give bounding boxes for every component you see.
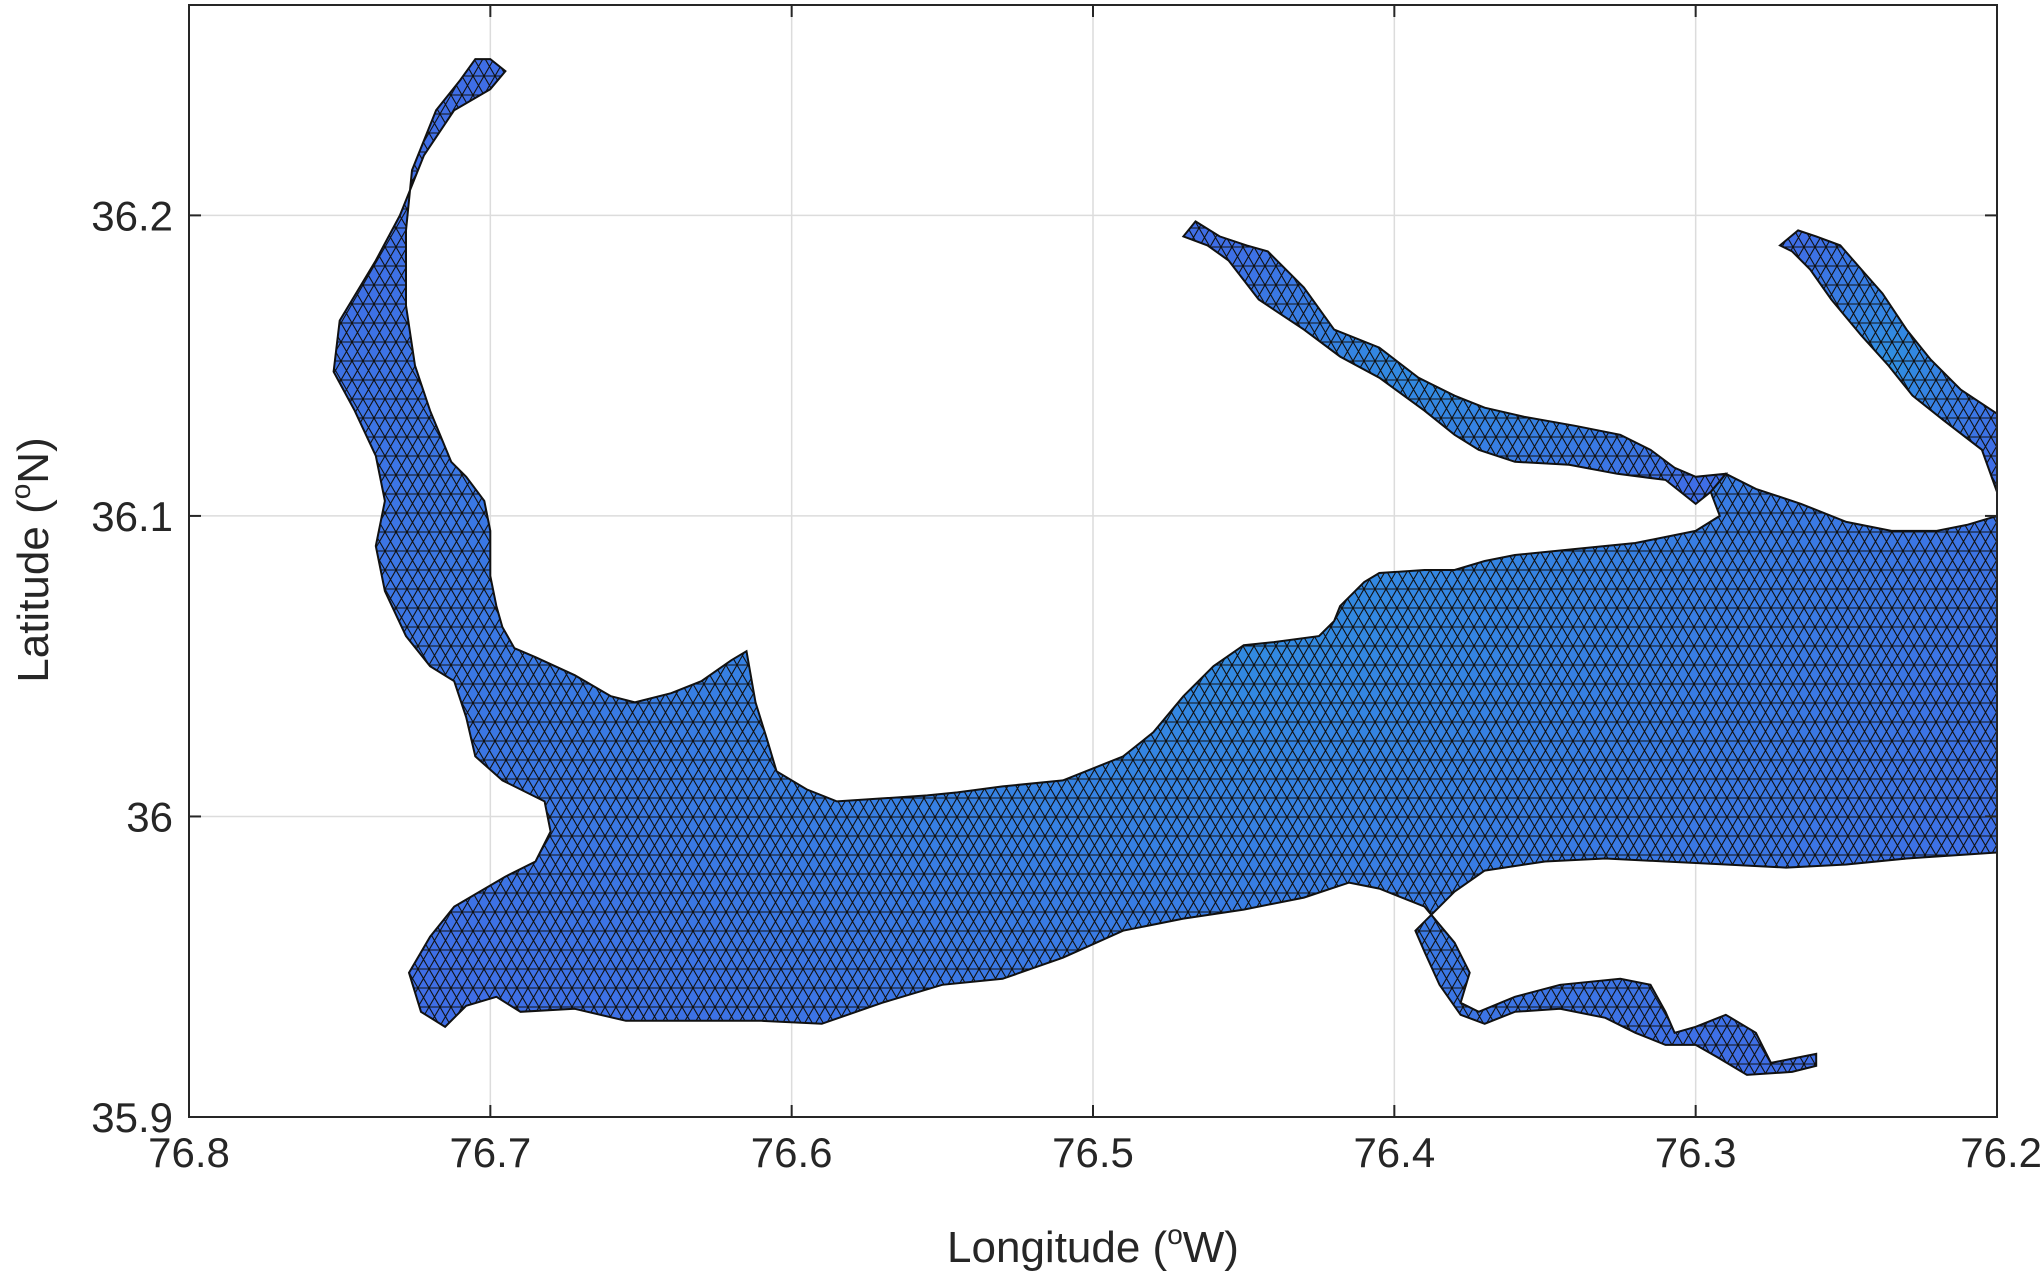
northeast-tributary-mesh	[1181, 220, 1729, 506]
y-axis-label: Latitude (oN)	[5, 437, 58, 682]
y-tick-label: 36.1	[91, 493, 173, 540]
x-axis-ticks: 76.8 76.7 76.6 76.5 76.4 76.3 76.2	[148, 5, 2042, 1176]
y-tick-label: 36.2	[91, 192, 173, 239]
x-tick-label: 76.5	[1052, 1129, 1134, 1176]
x-tick-label: 76.4	[1353, 1129, 1435, 1176]
x-tick-label: 76.3	[1655, 1129, 1737, 1176]
east-tributary-mesh	[1778, 229, 1997, 493]
main-sound-mesh	[332, 58, 1997, 1076]
y-tick-label: 36	[126, 793, 173, 840]
x-tick-label: 76.7	[449, 1129, 531, 1176]
x-axis-label: Longitude (oW)	[947, 1219, 1239, 1272]
x-tick-label: 76.6	[751, 1129, 833, 1176]
y-axis-ticks: 35.9 36 36.1 36.2	[91, 192, 1997, 1141]
x-tick-label: 76.8	[148, 1129, 230, 1176]
y-tick-label: 35.9	[91, 1094, 173, 1141]
water-bodies	[332, 58, 1997, 1076]
x-tick-label: 76.2	[1960, 1129, 2042, 1176]
